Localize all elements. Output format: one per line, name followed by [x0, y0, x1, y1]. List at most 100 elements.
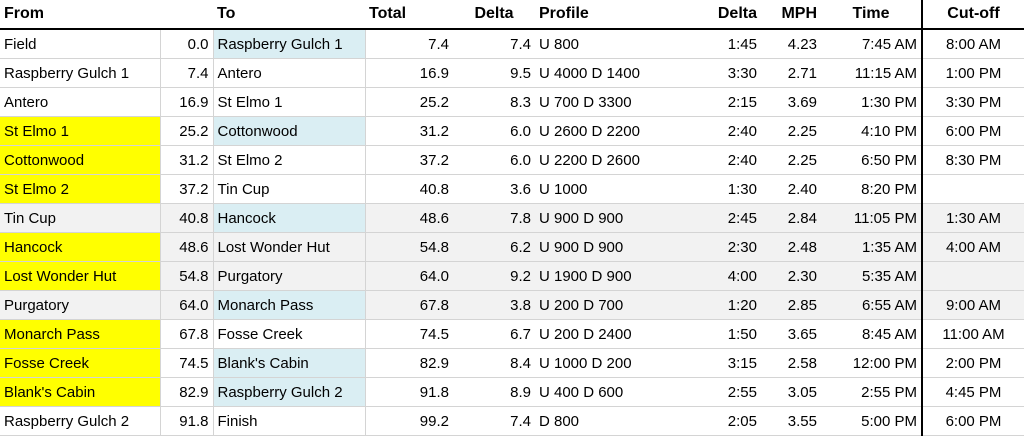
table-row: Lost Wonder Hut 54.8 Purgatory 64.0 9.2 U 190… — [0, 261, 1024, 291]
header-from: From — [0, 0, 160, 30]
cell-cutoff: 9:00 AM — [921, 290, 1024, 320]
cell-delta-time: 2:45 — [683, 203, 761, 233]
cell-profile: U 1900 D 900 — [535, 261, 683, 291]
cell-to: Fosse Creek — [213, 319, 366, 349]
cell-to: St Elmo 1 — [213, 87, 366, 117]
cell-cutoff: 6:00 PM — [921, 116, 1024, 146]
cell-from: Fosse Creek — [0, 348, 161, 378]
cell-delta: 3.8 — [453, 290, 535, 320]
cell-from: Field — [0, 29, 161, 59]
table-row: Fosse Creek 74.5 Blank's Cabin 82.9 8.4 U 100… — [0, 348, 1024, 378]
cell-total: 82.9 — [365, 348, 453, 378]
cell-time: 1:30 PM — [821, 87, 922, 117]
cell-to: Purgatory — [213, 261, 366, 291]
cell-delta-time: 1:50 — [683, 319, 761, 349]
cell-time: 1:35 AM — [821, 232, 922, 262]
cell-total: 37.2 — [365, 145, 453, 175]
header-profile: Profile — [535, 0, 683, 30]
cell-delta: 8.3 — [453, 87, 535, 117]
cell-total: 67.8 — [365, 290, 453, 320]
cell-total: 91.8 — [365, 377, 453, 407]
cell-delta: 9.2 — [453, 261, 535, 291]
cell-profile: U 1000 — [535, 174, 683, 204]
cell-profile: U 2200 D 2600 — [535, 145, 683, 175]
cell-total: 48.6 — [365, 203, 453, 233]
header-time: Time — [821, 0, 922, 30]
table-row: St Elmo 1 25.2 Cottonwood 31.2 6.0 U 2600 D 2… — [0, 116, 1024, 146]
cell-profile: U 900 D 900 — [535, 232, 683, 262]
cell-delta-time: 1:20 — [683, 290, 761, 320]
header-row: From To Total Delta Profile Delta MPH Ti… — [0, 0, 1024, 30]
cell-start-mile: 91.8 — [160, 406, 214, 436]
cell-cutoff: 4:45 PM — [921, 377, 1024, 407]
cell-to: Cottonwood — [213, 116, 366, 146]
cell-start-mile: 40.8 — [160, 203, 214, 233]
cell-total: 74.5 — [365, 319, 453, 349]
cell-start-mile: 31.2 — [160, 145, 214, 175]
cell-time: 5:35 AM — [821, 261, 922, 291]
cell-delta: 6.7 — [453, 319, 535, 349]
cell-to: Lost Wonder Hut — [213, 232, 366, 262]
cell-from: Lost Wonder Hut — [0, 261, 161, 291]
cell-to: Tin Cup — [213, 174, 366, 204]
cell-time: 6:55 AM — [821, 290, 922, 320]
cell-start-mile: 82.9 — [160, 377, 214, 407]
cell-profile: U 700 D 3300 — [535, 87, 683, 117]
cell-mph: 2.58 — [761, 348, 821, 378]
cell-mph: 2.25 — [761, 116, 821, 146]
cell-cutoff: 2:00 PM — [921, 348, 1024, 378]
cell-to: Antero — [213, 58, 366, 88]
table-row: Hancock 48.6 Lost Wonder Hut 54.8 6.2 U 900 D… — [0, 232, 1024, 262]
cell-delta: 7.4 — [453, 406, 535, 436]
header-cutoff: Cut-off — [921, 0, 1024, 30]
cell-delta-time: 3:30 — [683, 58, 761, 88]
cell-start-mile: 7.4 — [160, 58, 214, 88]
cell-mph: 4.23 — [761, 29, 821, 59]
cell-delta-time: 2:55 — [683, 377, 761, 407]
cell-delta: 6.2 — [453, 232, 535, 262]
cell-profile: U 900 D 900 — [535, 203, 683, 233]
cell-profile: U 200 D 2400 — [535, 319, 683, 349]
cell-mph: 3.65 — [761, 319, 821, 349]
cell-from: Tin Cup — [0, 203, 161, 233]
cell-total: 16.9 — [365, 58, 453, 88]
cell-from: Antero — [0, 87, 161, 117]
table-row: Tin Cup 40.8 Hancock 48.6 7.8 U 900 D 900 2:45… — [0, 203, 1024, 233]
table-row: Antero 16.9 St Elmo 1 25.2 8.3 U 700 D 3300 2:… — [0, 87, 1024, 117]
cell-from: Raspberry Gulch 2 — [0, 406, 161, 436]
cell-total: 99.2 — [365, 406, 453, 436]
cell-mph: 2.84 — [761, 203, 821, 233]
table-body: Field 0.0 Raspberry Gulch 1 7.4 7.4 U 800 1:45… — [0, 29, 1024, 436]
cell-mph: 2.40 — [761, 174, 821, 204]
header-mph: MPH — [761, 0, 821, 30]
table-row: St Elmo 2 37.2 Tin Cup 40.8 3.6 U 1000 1:30 2.4… — [0, 174, 1024, 204]
cell-total: 40.8 — [365, 174, 453, 204]
cell-delta-time: 2:40 — [683, 116, 761, 146]
cell-delta-time: 2:15 — [683, 87, 761, 117]
cell-cutoff — [921, 261, 1024, 291]
cell-from: St Elmo 2 — [0, 174, 161, 204]
header-to: To — [213, 0, 365, 30]
table-row: Raspberry Gulch 2 91.8 Finish 99.2 7.4 D 800 2… — [0, 406, 1024, 436]
cell-time: 11:05 PM — [821, 203, 922, 233]
cell-cutoff: 1:30 AM — [921, 203, 1024, 233]
header-total: Total — [365, 0, 453, 30]
cell-from: St Elmo 1 — [0, 116, 161, 146]
cell-start-mile: 54.8 — [160, 261, 214, 291]
cell-mph: 3.55 — [761, 406, 821, 436]
table-row: Blank's Cabin 82.9 Raspberry Gulch 2 91.8 8.… — [0, 377, 1024, 407]
cell-time: 8:20 PM — [821, 174, 922, 204]
cell-from: Cottonwood — [0, 145, 161, 175]
cell-mph: 2.85 — [761, 290, 821, 320]
cell-time: 12:00 PM — [821, 348, 922, 378]
cell-delta-time: 4:00 — [683, 261, 761, 291]
table-row: Monarch Pass 67.8 Fosse Creek 74.5 6.7 U 200 … — [0, 319, 1024, 349]
cell-time: 4:10 PM — [821, 116, 922, 146]
cell-to: Raspberry Gulch 1 — [213, 29, 366, 59]
cell-mph: 3.05 — [761, 377, 821, 407]
header-delta-time: Delta — [683, 0, 761, 30]
cell-start-mile: 37.2 — [160, 174, 214, 204]
cell-profile: U 800 — [535, 29, 683, 59]
cell-mph: 3.69 — [761, 87, 821, 117]
